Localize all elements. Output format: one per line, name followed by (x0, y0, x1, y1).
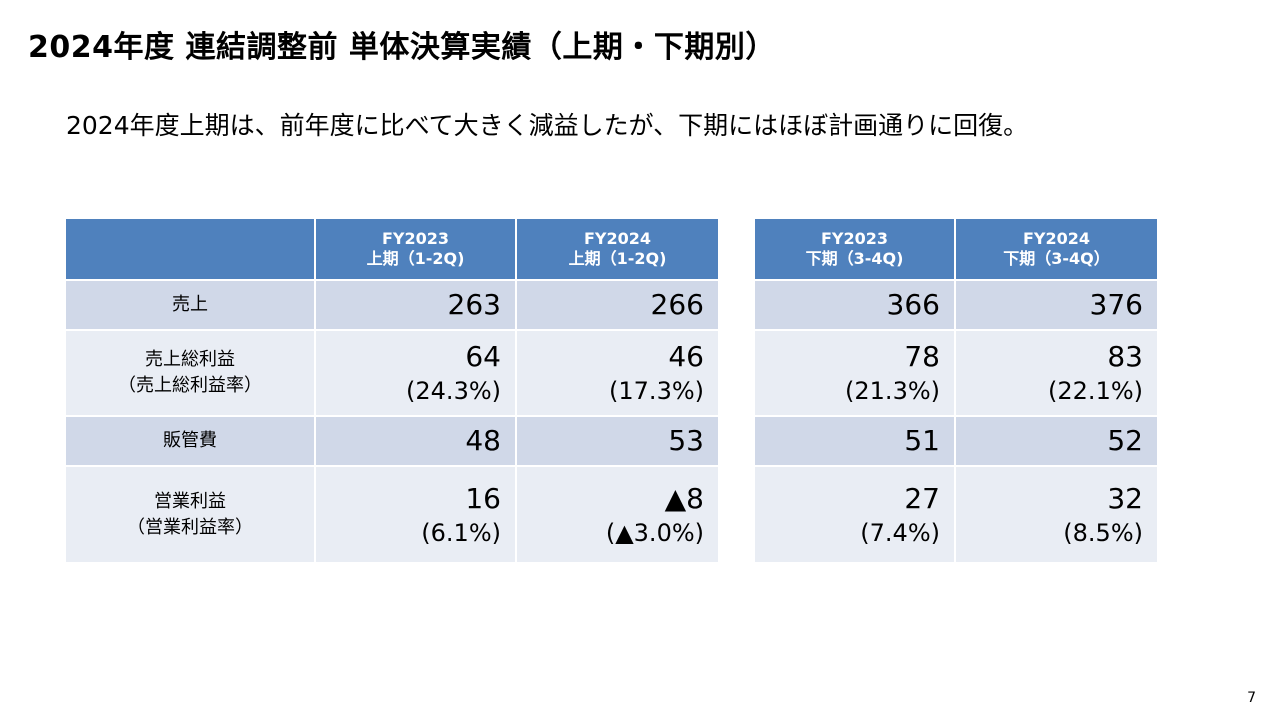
value-cell: 46 (17.3%) (517, 331, 718, 417)
value-main: 32 (1107, 481, 1143, 515)
value-main: 64 (465, 340, 501, 373)
second-half-table: FY2023 下期（3-4Q) FY2024 下期（3-4Q） 366 376 … (755, 219, 1157, 562)
header-fy2023-first-half: FY2023 上期（1-2Q) (316, 219, 517, 281)
value-percent: (21.3%) (845, 377, 940, 405)
value-cell: 27 (7.4%) (755, 467, 956, 562)
value-cell: 83 (22.1%) (956, 331, 1157, 417)
value-cell: 52 (956, 417, 1157, 467)
value-cell: 376 (956, 281, 1157, 331)
table-row-sales: 売上 263 266 (66, 281, 718, 331)
value-cell: 32 (8.5%) (956, 467, 1157, 562)
value-main: 48 (465, 424, 501, 457)
table-row-sga: 販管費 48 53 (66, 417, 718, 467)
value-percent: (22.1%) (1048, 377, 1143, 405)
slide-title: 2024年度 連結調整前 単体決算実績（上期・下期別） (28, 30, 776, 65)
row-label: 売上総利益 （売上総利益率） (66, 331, 316, 417)
value-main: 53 (668, 424, 704, 457)
value-percent: (8.5%) (1063, 518, 1143, 547)
table-row-sga: 51 52 (755, 417, 1157, 467)
value-main: 51 (904, 424, 940, 457)
row-label: 売上 (66, 281, 316, 331)
value-main: 376 (1089, 288, 1143, 321)
row-label: 販管費 (66, 417, 316, 467)
header-fy2024-second-half: FY2024 下期（3-4Q） (956, 219, 1157, 281)
header-row: FY2023 下期（3-4Q) FY2024 下期（3-4Q） (755, 219, 1157, 281)
value-cell: 78 (21.3%) (755, 331, 956, 417)
row-label-text: 売上 (172, 294, 208, 315)
row-label-text: 販管費 (163, 430, 217, 451)
value-cell: 266 (517, 281, 718, 331)
value-percent: (7.4%) (860, 518, 940, 547)
value-cell: 263 (316, 281, 517, 331)
value-main: 266 (650, 288, 704, 321)
value-cell: 366 (755, 281, 956, 331)
row-label-subtext: （売上総利益率） (118, 375, 262, 396)
first-half-table: FY2023 上期（1-2Q) FY2024 上期（1-2Q) 売上 263 2… (66, 219, 718, 562)
value-main: 27 (904, 481, 940, 515)
header-period: 上期（1-2Q) (568, 249, 667, 268)
value-cell: 16 (6.1%) (316, 467, 517, 562)
table-row-gross-profit: 売上総利益 （売上総利益率） 64 (24.3%) 46 (17.3%) (66, 331, 718, 417)
value-main: 366 (886, 288, 940, 321)
header-blank-cell (66, 219, 316, 281)
header-fy2024-first-half: FY2024 上期（1-2Q) (517, 219, 718, 281)
value-cell: 64 (24.3%) (316, 331, 517, 417)
value-main: 263 (447, 288, 501, 321)
header-period: 下期（3-4Q） (1003, 249, 1110, 268)
header-fy2023-second-half: FY2023 下期（3-4Q) (755, 219, 956, 281)
value-main: 16 (465, 481, 501, 515)
row-label-text: 売上総利益 (145, 349, 235, 370)
header-period: 下期（3-4Q) (805, 249, 904, 268)
value-main: 46 (668, 340, 704, 373)
table-row-operating-profit: 27 (7.4%) 32 (8.5%) (755, 467, 1157, 562)
table-row-gross-profit: 78 (21.3%) 83 (22.1%) (755, 331, 1157, 417)
header-period: 上期（1-2Q) (366, 249, 465, 268)
value-main: 78 (904, 340, 940, 373)
value-percent: (17.3%) (609, 377, 704, 405)
header-year: FY2024 (1022, 229, 1091, 248)
header-year: FY2023 (381, 229, 450, 248)
value-percent: (24.3%) (406, 377, 501, 405)
value-cell: 48 (316, 417, 517, 467)
row-label-subtext: （営業利益率） (127, 516, 253, 538)
table-row-sales: 366 376 (755, 281, 1157, 331)
page-number: 7 (1247, 690, 1256, 706)
value-main: 52 (1107, 424, 1143, 457)
header-year: FY2023 (820, 229, 889, 248)
row-label-text: 営業利益 (154, 490, 226, 512)
header-year: FY2024 (583, 229, 652, 248)
value-percent: (6.1%) (421, 518, 501, 547)
value-cell: 53 (517, 417, 718, 467)
value-cell: ▲8 (▲3.0%) (517, 467, 718, 562)
row-label: 営業利益 （営業利益率） (66, 467, 316, 562)
value-main: 83 (1107, 340, 1143, 373)
table-row-operating-profit: 営業利益 （営業利益率） 16 (6.1%) ▲8 (▲3.0%) (66, 467, 718, 562)
header-row: FY2023 上期（1-2Q) FY2024 上期（1-2Q) (66, 219, 718, 281)
value-percent: (▲3.0%) (605, 518, 704, 547)
value-main: ▲8 (664, 481, 704, 515)
value-cell: 51 (755, 417, 956, 467)
slide-subtitle: 2024年度上期は、前年度に比べて大きく減益したが、下期にはほぼ計画通りに回復。 (66, 111, 1029, 140)
